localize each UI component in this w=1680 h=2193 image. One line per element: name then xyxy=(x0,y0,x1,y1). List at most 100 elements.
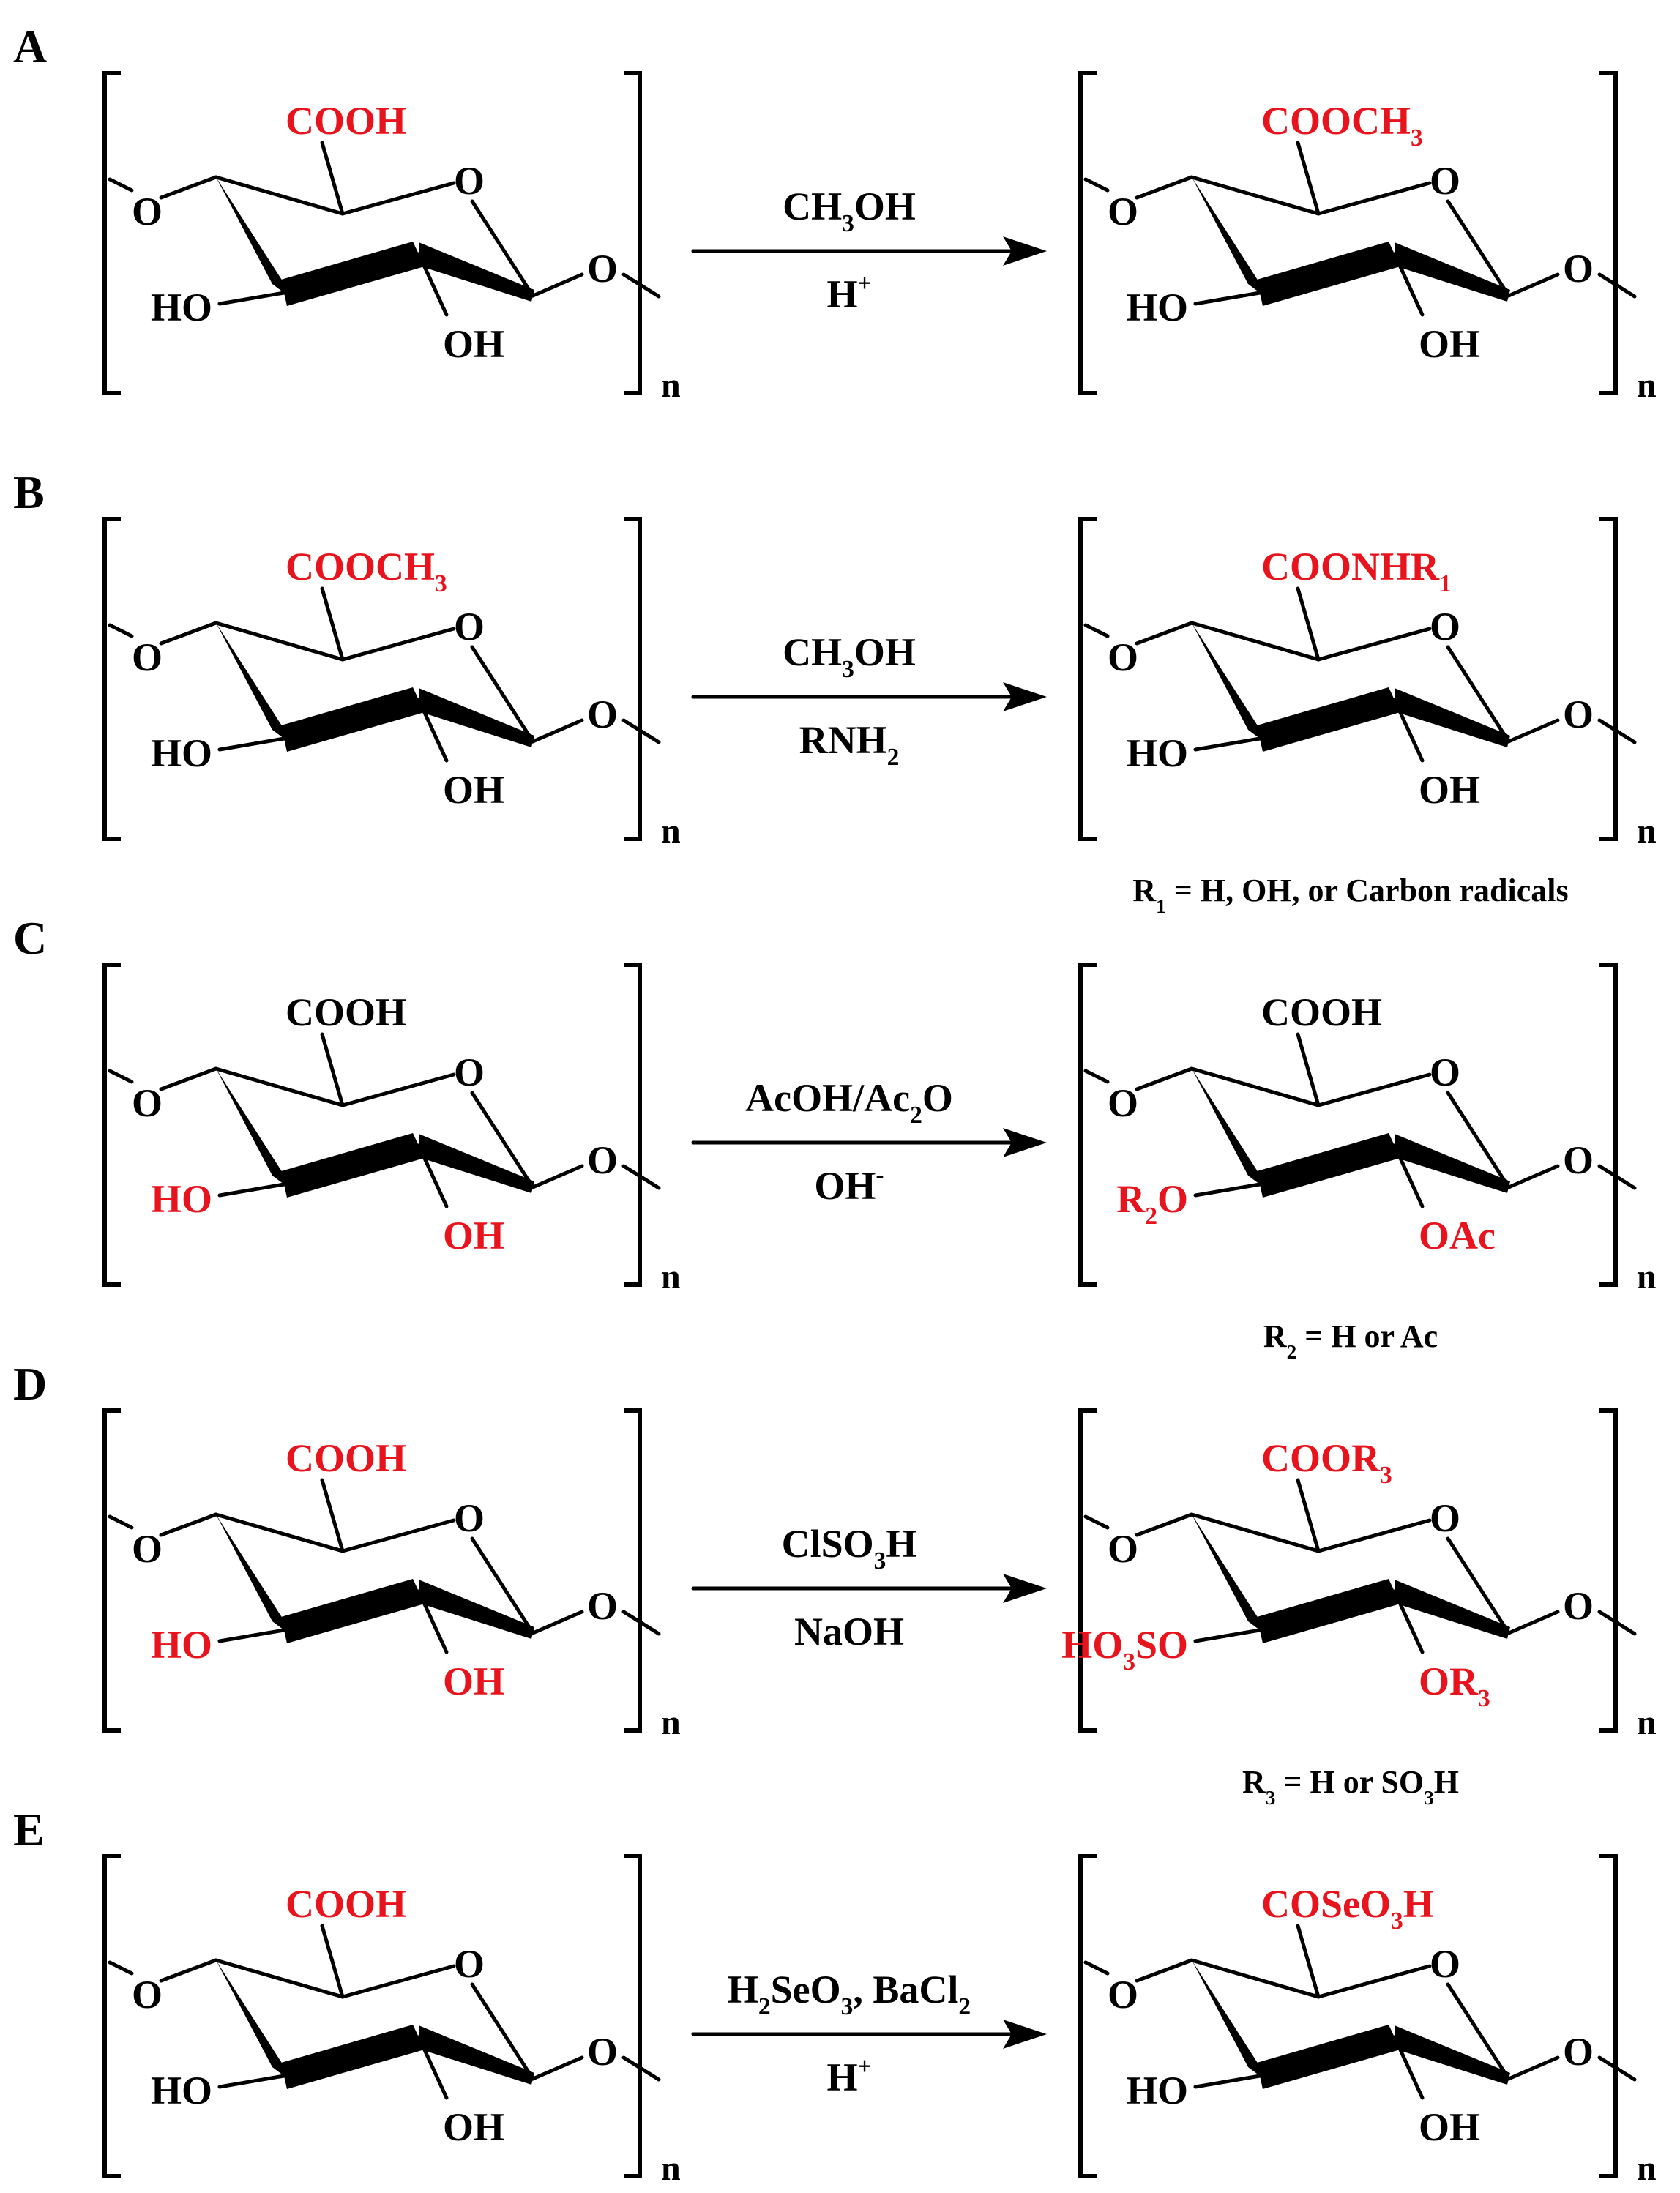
reactant-c6-group-p1: COOH xyxy=(285,1882,406,1926)
product-bond xyxy=(1135,1512,1194,1537)
product-wedge-bond xyxy=(1257,1579,1400,1643)
substituent-note-s1: 2 xyxy=(1287,1341,1297,1363)
reactant-bond xyxy=(214,1512,345,1553)
product-wedge-bond xyxy=(1257,2025,1400,2089)
product-glycosidic-oxygen-left: O xyxy=(1108,1527,1138,1571)
product-bond xyxy=(1135,1066,1194,1091)
product-glycosidic-oxygen-right: O xyxy=(1563,1584,1594,1628)
reagent-bottom-s1: 2 xyxy=(887,744,900,771)
product-glycosidic-oxygen-left: O xyxy=(1108,190,1138,234)
product-c6-group: COOR3 xyxy=(1261,1436,1392,1489)
product-bond xyxy=(1316,1072,1432,1107)
product-ring-oxygen: O xyxy=(1430,159,1460,203)
reactant-wedge-bond xyxy=(216,623,296,747)
reactant-repeat-subscript: n xyxy=(661,1258,681,1296)
product-left-bracket xyxy=(1078,1408,1097,1733)
product-bond xyxy=(1316,627,1432,662)
reactant-c3-group-p1: HO xyxy=(151,285,212,329)
product-c2-group: OH xyxy=(1419,322,1480,366)
reagent-top: H2SeO3, BaCl2 xyxy=(728,1968,971,2020)
reactant-c3-group: HO xyxy=(151,731,212,775)
product-c2-group-p1: OH xyxy=(1419,322,1480,366)
reactant-left-bracket xyxy=(102,1854,121,2178)
product-c3-group-p1: HO xyxy=(1061,1623,1123,1667)
reagent-top-s3: 2 xyxy=(958,1993,971,2020)
reactant-c2-group-p1: OH xyxy=(443,1659,504,1703)
reactant-bond xyxy=(320,1478,345,1553)
reactant-wedge-bond xyxy=(281,687,425,752)
product-glycosidic-oxygen-right: O xyxy=(1563,247,1594,291)
reactant-c6-group: COOH xyxy=(285,99,406,143)
reactant-bond xyxy=(470,199,535,298)
reactant-c2-group-p1: OH xyxy=(443,768,504,812)
product-ring-oxygen: O xyxy=(1430,1050,1460,1094)
reactant-c6-group-p1: COOCH xyxy=(285,545,435,589)
product-wedge-bond xyxy=(1192,177,1272,302)
reactant-glycosidic-oxygen-right: O xyxy=(587,692,618,736)
reactant-repeat-subscript: n xyxy=(661,366,681,405)
reactant-bond xyxy=(320,586,345,662)
product-bond xyxy=(1083,1069,1110,1084)
panel-letter: D xyxy=(13,1358,47,1410)
product-bond xyxy=(1316,1964,1432,1999)
panel-letter: B xyxy=(13,466,45,518)
product-c3-group-p1: HO xyxy=(1127,285,1188,329)
reactant-c3-group: HO xyxy=(151,2069,212,2112)
reagent-top-s1: 2 xyxy=(910,1102,922,1129)
reactant-c3-group: HO xyxy=(151,285,212,329)
reactant-ring-oxygen: O xyxy=(454,605,485,649)
product-wedge-bond xyxy=(1192,623,1272,747)
reagent-top: AcOH/Ac2O xyxy=(745,1076,953,1129)
product-left-bracket xyxy=(1078,1854,1097,2178)
product-bond xyxy=(1597,272,1637,299)
reactant-bond xyxy=(217,291,286,306)
substituent-note: R1 = H, OH, or Carbon radicals xyxy=(1132,873,1568,917)
product-bond xyxy=(1507,1164,1560,1189)
product-c6-group-s1: 3 xyxy=(1380,1462,1392,1489)
product-right-bracket xyxy=(1599,517,1618,841)
product-wedge-bond xyxy=(1395,1580,1510,1639)
product-bond xyxy=(1135,621,1194,646)
product-bond xyxy=(1083,1960,1110,1976)
product-wedge-bond xyxy=(1395,2025,1510,2085)
product-wedge-bond xyxy=(1192,1069,1272,1193)
reactant-bond xyxy=(217,1182,286,1198)
reactant-wedge-bond xyxy=(281,1133,425,1198)
product-bond xyxy=(1193,291,1262,306)
reaction-arrow-head xyxy=(1003,1128,1047,1157)
substituent-note-p3: H xyxy=(1434,1764,1459,1800)
product-wedge-bond xyxy=(1395,688,1510,747)
reactant-wedge-bond xyxy=(419,242,534,302)
product-c6-group-p1: COONHR xyxy=(1261,545,1440,589)
product-bond xyxy=(1446,1982,1511,2081)
product-c3-group: HO xyxy=(1127,2069,1188,2112)
reactant-ring-oxygen: O xyxy=(454,1942,485,1986)
reagent-top: CH3OH xyxy=(783,184,916,237)
reactant-c2-group-p1: OH xyxy=(443,2105,504,2149)
reactant-wedge-bond xyxy=(216,1514,296,1639)
reactant-right-bracket xyxy=(624,1854,642,2178)
product-c3-group-s1: 3 xyxy=(1123,1648,1135,1675)
reactant-bond xyxy=(470,645,535,744)
product-bond xyxy=(1507,718,1560,744)
reactant-c6-group-s1: 3 xyxy=(435,570,447,597)
product-c6-group-p2: H xyxy=(1403,1882,1434,1926)
reactant-bond xyxy=(217,1628,286,1643)
product-glycosidic-oxygen-left: O xyxy=(1108,635,1138,679)
reagent-top-s2: 3 xyxy=(841,1993,854,2020)
reactant-bond xyxy=(108,177,134,193)
reactant-left-bracket xyxy=(102,1408,121,1733)
reactant-left-bracket xyxy=(102,517,121,841)
product-bond xyxy=(1083,1514,1110,1530)
product-right-bracket xyxy=(1599,1854,1618,2178)
product-wedge-bond xyxy=(1257,1133,1400,1198)
reactant-bond xyxy=(621,1164,661,1190)
reactant-bond xyxy=(470,1091,535,1189)
substituent-note-s1: 1 xyxy=(1156,895,1166,917)
reactant-wedge-bond xyxy=(216,1960,296,2085)
reactant-bond xyxy=(159,1958,218,1983)
reactant-bond xyxy=(531,718,584,744)
reactant-ring-oxygen: O xyxy=(454,1496,485,1540)
panel-c: CnOOOCOOHHOOHnOOOCOOHR2OOAcAcOH/Ac2OOH-R… xyxy=(13,912,1657,1363)
reactant-c6-group-p1: COOH xyxy=(285,99,406,143)
